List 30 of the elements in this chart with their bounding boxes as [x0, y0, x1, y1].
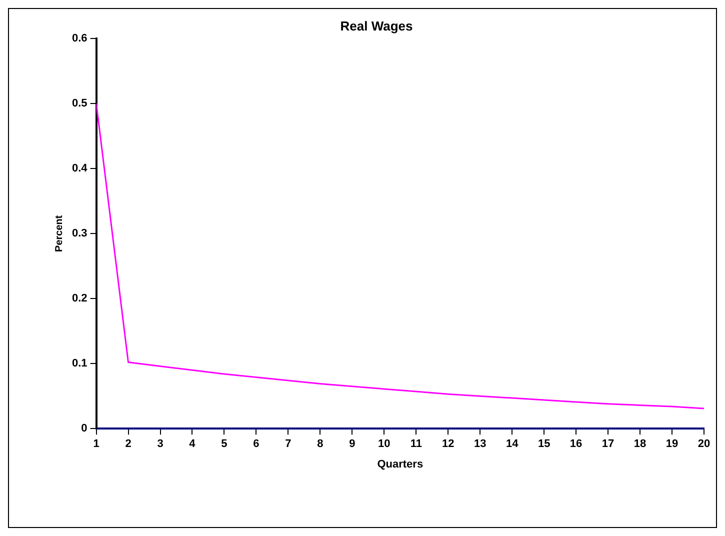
- x-tick-label: 14: [506, 438, 520, 450]
- y-axis-title: Percent: [54, 214, 65, 252]
- x-tick-label: 11: [410, 438, 422, 450]
- x-tick-label: 12: [442, 438, 454, 450]
- x-tick-label: 7: [285, 438, 292, 450]
- x-tick-label: 5: [221, 438, 228, 450]
- x-tick-label: 16: [570, 438, 582, 450]
- y-tick-label: 0.1: [72, 358, 88, 370]
- y-tick-label: 0.2: [72, 292, 88, 305]
- x-tick-label: 6: [253, 438, 260, 450]
- x-tick-label: 3: [157, 438, 164, 450]
- x-tick-label: 17: [602, 438, 614, 450]
- y-tick-label: 0: [81, 422, 88, 435]
- x-tick-label: 15: [538, 438, 550, 450]
- x-tick-label: 13: [474, 438, 486, 450]
- x-tick-label: 8: [317, 438, 324, 450]
- x-tick-label: 20: [698, 438, 710, 450]
- x-tick-label: 18: [634, 438, 646, 450]
- x-axis-title: Quarters: [377, 458, 424, 470]
- y-tick-label: 0.3: [72, 228, 88, 240]
- x-tick-label: 1: [93, 438, 100, 450]
- y-tick-label: 0.5: [72, 98, 88, 110]
- chart-title: Real Wages: [340, 18, 413, 34]
- x-tick-label: 4: [189, 438, 196, 450]
- y-tick-label: 0.4: [72, 162, 88, 175]
- y-tick-label: 0.6: [72, 32, 88, 45]
- x-tick-label: 2: [125, 438, 132, 450]
- x-tick-label: 10: [378, 438, 390, 450]
- x-tick-label: 19: [666, 438, 678, 450]
- x-tick-label: 9: [349, 438, 356, 450]
